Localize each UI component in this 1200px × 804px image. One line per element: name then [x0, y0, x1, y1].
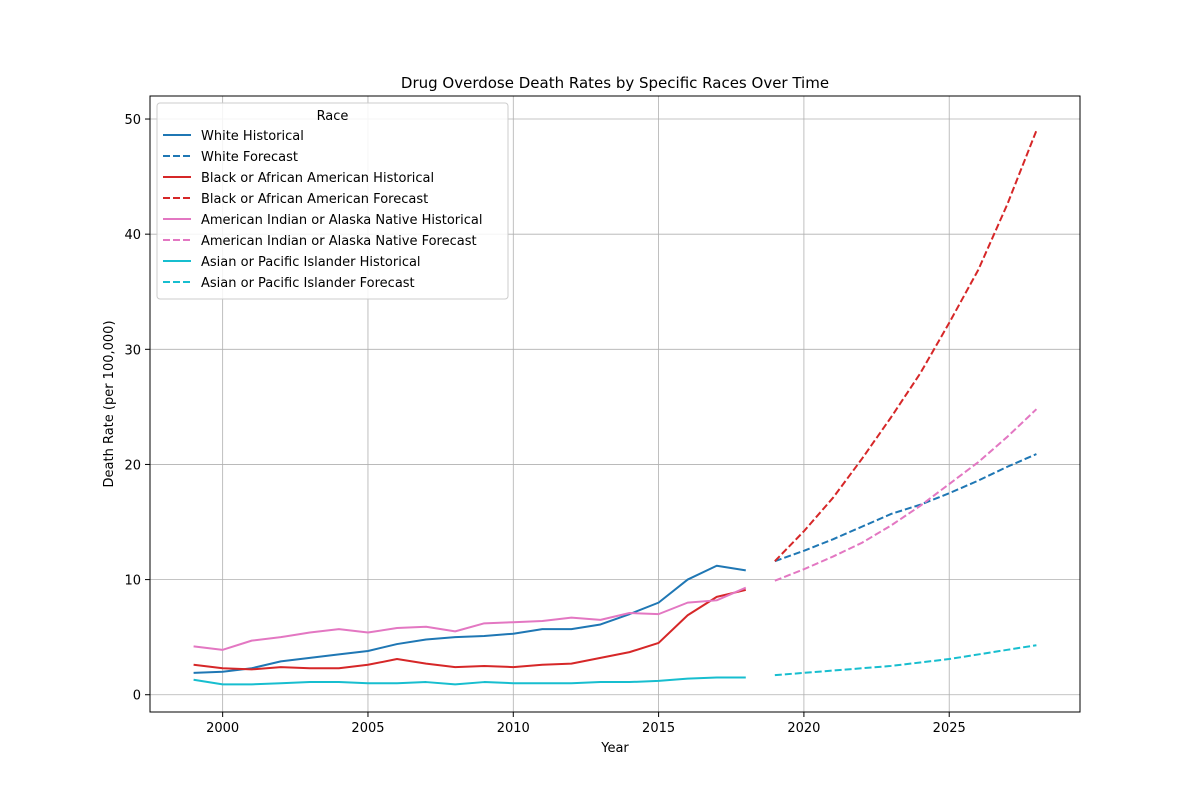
plot-area-frame	[149, 95, 1081, 713]
x-tick-label: 2005	[351, 721, 384, 736]
legend-label: White Forecast	[201, 150, 298, 165]
series-line-american-indian-or-alaska-native-historical	[193, 586, 747, 651]
y-axis-ticks: 0 10 20 30 40 50	[124, 113, 150, 704]
x-axis-label: Year	[600, 741, 629, 756]
y-tick-label: 10	[124, 574, 141, 589]
series-line-asian-or-pacific-islander-forecast	[774, 644, 1037, 677]
legend-label: Asian or Pacific Islander Historical	[201, 255, 421, 270]
series-line-black-or-african-american-historical	[193, 588, 747, 671]
x-tick-label: 2000	[206, 721, 239, 736]
legend-title: Race	[317, 109, 349, 124]
legend-label: Black or African American Forecast	[201, 192, 428, 207]
y-tick-label: 40	[124, 228, 141, 243]
series-lines	[193, 130, 1038, 686]
x-tick-label: 2020	[787, 721, 820, 736]
x-tick-label: 2025	[933, 721, 966, 736]
y-tick-label: 50	[124, 113, 141, 128]
legend-label: Black or African American Historical	[201, 171, 434, 186]
y-tick-label: 30	[124, 343, 141, 358]
series-line-white-forecast	[774, 453, 1037, 563]
legend: Race White Historical White Forecast Black …	[156, 102, 509, 300]
legend-label: American Indian or Alaska Native Histori…	[201, 213, 482, 228]
y-tick-label: 20	[124, 458, 141, 473]
series-line-american-indian-or-alaska-native-forecast	[774, 408, 1038, 582]
y-tick-label: 0	[133, 689, 141, 704]
y-axis-label: Death Rate (per 100,000)	[102, 320, 117, 487]
legend-label: American Indian or Alaska Native Forecas…	[201, 234, 477, 249]
series-line-white-historical	[193, 564, 746, 674]
series-line-black-or-african-american-forecast	[774, 130, 1038, 562]
x-tick-label: 2010	[497, 721, 530, 736]
legend-box	[156, 102, 509, 300]
x-axis-ticks: 2000 2005 2010 2015 2020 2025	[206, 712, 966, 736]
x-tick-label: 2015	[642, 721, 675, 736]
series-line-asian-or-pacific-islander-historical	[193, 676, 746, 686]
legend-label: White Historical	[201, 129, 304, 144]
legend-label: Asian or Pacific Islander Forecast	[201, 276, 415, 291]
grid-lines	[150, 96, 1080, 712]
chart-title: Drug Overdose Death Rates by Specific Ra…	[401, 74, 829, 92]
